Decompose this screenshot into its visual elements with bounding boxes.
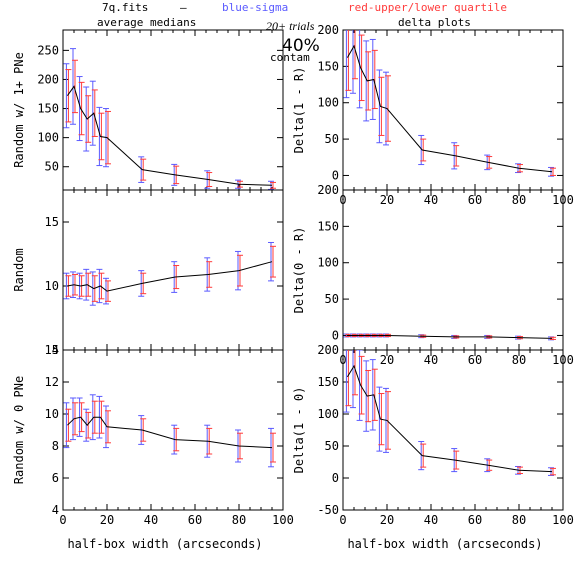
bottom-left-panel: 0 20 40 60 80 100 4 6 8 10 12 14 Random w/ 0 PNe: [12, 343, 294, 527]
y-tick-label: 150: [37, 102, 59, 116]
x-tick-label: 20: [380, 513, 394, 527]
y-tick-label: 200: [37, 72, 59, 86]
legend-quartile: red-upper/lower quartile: [348, 1, 507, 14]
x-axis-title-right: half-box width (arcseconds): [347, 537, 542, 551]
plot-area: [343, 350, 556, 476]
y-tick-label: 200: [317, 183, 339, 197]
median-line: [347, 335, 553, 339]
y-tick-label: 50: [325, 439, 339, 453]
y-axis-title: Delta(1 - 0): [292, 387, 306, 474]
y-axis-title: Random: [12, 248, 26, 291]
y-tick-label: 0: [332, 328, 339, 342]
y-tick-label: 100: [37, 131, 59, 145]
median-line: [67, 416, 273, 449]
y-tick-label: 100: [317, 407, 339, 421]
x-tick-label: 20: [380, 193, 394, 207]
plot-frame: [342, 29, 564, 191]
percent-label: 40%: [282, 36, 320, 56]
y-tick-label: 150: [317, 375, 339, 389]
y-tick-label: 14: [45, 343, 59, 357]
x-tick-label: 80: [512, 513, 526, 527]
plot-area: [63, 394, 276, 468]
x-tick-label: 60: [468, 353, 482, 367]
y-tick-label: 150: [317, 219, 339, 233]
y-tick-label: 250: [37, 43, 59, 57]
plot-frame: [62, 29, 284, 191]
x-tick-label: 80: [232, 513, 246, 527]
x-tick-label: 40: [424, 513, 438, 527]
trials-label: 20+ trials: [266, 19, 315, 33]
x-tick-label: 60: [468, 513, 482, 527]
y-tick-label: 50: [45, 160, 59, 174]
plot-area: [343, 333, 556, 341]
x-tick-label: 60: [468, 193, 482, 207]
median-line: [346, 364, 553, 473]
y-tick-label: 0: [332, 471, 339, 485]
x-tick-label: 0: [59, 513, 66, 527]
x-tick-label: 40: [144, 513, 158, 527]
median-line: [66, 85, 273, 186]
plot-area: [343, 30, 556, 177]
y-tick-label: 0: [332, 168, 339, 182]
y-axis-title: Delta(0 - R): [292, 227, 306, 314]
median-line: [67, 261, 273, 292]
file-name: 7q.fits: [102, 1, 148, 14]
y-tick-label: 5: [52, 343, 59, 357]
plot-area: [63, 48, 276, 190]
plot-frame: [62, 189, 284, 351]
median-line: [346, 44, 553, 173]
x-tick-label: 20: [380, 353, 394, 367]
y-tick-label: 6: [52, 471, 59, 485]
x-tick-label: 100: [552, 513, 574, 527]
plot-frame: [342, 189, 564, 351]
y-axis-title: Delta(1 - R): [292, 67, 306, 154]
middle-left-panel: 5 10 15 Random: [12, 189, 284, 357]
x-tick-label: 0: [339, 513, 346, 527]
y-tick-label: 4: [52, 503, 59, 517]
y-tick-label: -50: [317, 503, 339, 517]
x-tick-label: 60: [188, 513, 202, 527]
right-title: delta plots: [398, 16, 471, 29]
legend-sigma: blue-sigma: [222, 1, 288, 14]
top-left-panel: 50 100 150 200 250 Random w/ 1+ PNe: [12, 29, 284, 191]
x-tick-label: 80: [512, 353, 526, 367]
x-axis-title-left: half-box width (arcseconds): [67, 537, 262, 551]
plot-frame: [342, 349, 564, 511]
plot-area: [63, 241, 276, 306]
y-tick-label: 150: [317, 59, 339, 73]
y-axis-title: Random w/ 0 PNe: [12, 376, 26, 484]
y-tick-label: 200: [317, 343, 339, 357]
header-dash: —: [180, 1, 187, 14]
y-tick-label: 8: [52, 439, 59, 453]
y-axis-title: Random w/ 1+ PNe: [12, 52, 26, 168]
left-title: average medians: [97, 16, 196, 29]
x-tick-label: 100: [272, 513, 294, 527]
y-tick-label: 12: [45, 375, 59, 389]
x-tick-label: 20: [100, 513, 114, 527]
y-tick-label: 10: [45, 279, 59, 293]
y-tick-label: 50: [325, 132, 339, 146]
contam-label: contam: [270, 51, 310, 64]
y-tick-label: 10: [45, 407, 59, 421]
y-tick-label: 200: [317, 23, 339, 37]
y-tick-label: 100: [317, 96, 339, 110]
x-tick-label: 80: [512, 193, 526, 207]
y-tick-label: 100: [317, 256, 339, 270]
plot-frame: [62, 349, 284, 511]
y-tick-label: 15: [45, 215, 59, 229]
y-tick-label: 50: [325, 292, 339, 306]
x-tick-label: 40: [424, 193, 438, 207]
x-tick-label: 40: [424, 353, 438, 367]
